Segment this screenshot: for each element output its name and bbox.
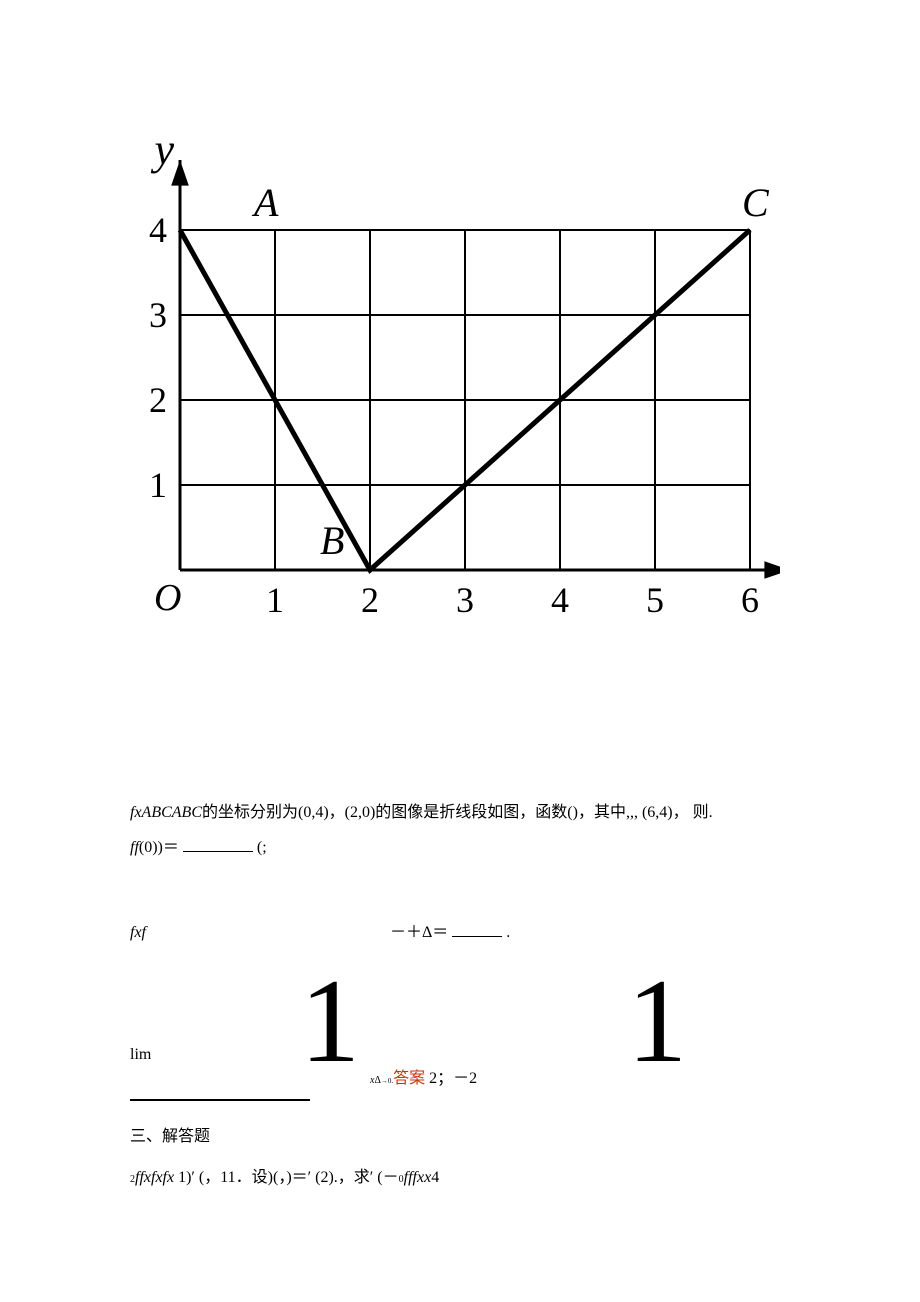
svg-text:C: C (742, 180, 770, 225)
l6-d: 4 (431, 1169, 439, 1186)
answer-inline: xΔ→0.答案 2；－2 (370, 1061, 477, 1096)
line3-dot: . (506, 915, 510, 950)
chart-svg: 1234561234OxyABC (120, 130, 780, 670)
svg-text:3: 3 (149, 295, 167, 335)
blank-1 (183, 835, 253, 852)
svg-text:3: 3 (456, 580, 474, 620)
big-one-2: 1 (627, 961, 687, 1081)
answer-value: 2；－2 (425, 1070, 477, 1087)
text-line-1: fxABCABC的坐标分别为(0,4)，(2,0)的图像是折线段如图，函数()，… (130, 795, 860, 830)
section-heading: 三、解答题 (130, 1119, 860, 1154)
svg-text:4: 4 (551, 580, 569, 620)
l6-c: fffxx (404, 1169, 432, 1186)
limit-row: lim 1 xΔ→0.答案 2；－2 1 (130, 961, 860, 1101)
svg-text:5: 5 (646, 580, 664, 620)
text-line-3: fxf －＋Δ＝ . (130, 915, 860, 950)
line1-rest: 的坐标分别为(0,4)，(2,0)的图像是折线段如图，函数()，其中,,, (6… (202, 804, 713, 821)
svg-text:2: 2 (361, 580, 379, 620)
svg-text:1: 1 (266, 580, 284, 620)
piecewise-chart: 1234561234OxyABC (120, 130, 920, 675)
text-line-2: ff(0))＝ (; (130, 830, 860, 865)
svg-text:4: 4 (149, 210, 167, 250)
line2-eq: (0))＝ (139, 839, 179, 856)
line3-fxf: fxf (130, 915, 390, 950)
svg-text:2: 2 (149, 380, 167, 420)
l6-b: 1)′ (，11．设)(，)＝′ (2).，求′ (－ (174, 1169, 399, 1186)
text-line-6: 2ffxfxfx 1)′ (，11．设)(，)＝′ (2).，求′ (－0fff… (130, 1160, 860, 1195)
svg-text:B: B (320, 518, 344, 563)
line3-ops: －＋Δ＝ (390, 915, 448, 950)
svg-text:6: 6 (741, 580, 759, 620)
fraction-bar (130, 1099, 310, 1101)
svg-text:O: O (154, 577, 181, 619)
line2-ff: ff (130, 839, 139, 856)
sub-arrow: →0 (381, 1077, 392, 1085)
line1-vars: fxABCABC (130, 804, 202, 821)
svg-text:A: A (251, 180, 279, 225)
l6-a: ffxfxfx (135, 1169, 174, 1186)
svg-text:1: 1 (149, 465, 167, 505)
line2-tail: (; (257, 839, 267, 856)
svg-text:y: y (150, 130, 174, 174)
big-one-1: 1 (300, 961, 360, 1081)
lim-block: lim (130, 1037, 310, 1100)
answer-label: 答案 (393, 1070, 425, 1087)
problem-text: fxABCABC的坐标分别为(0,4)，(2,0)的图像是折线段如图，函数()，… (130, 795, 860, 1195)
lim-label: lim (130, 1037, 151, 1072)
blank-2 (452, 920, 502, 937)
